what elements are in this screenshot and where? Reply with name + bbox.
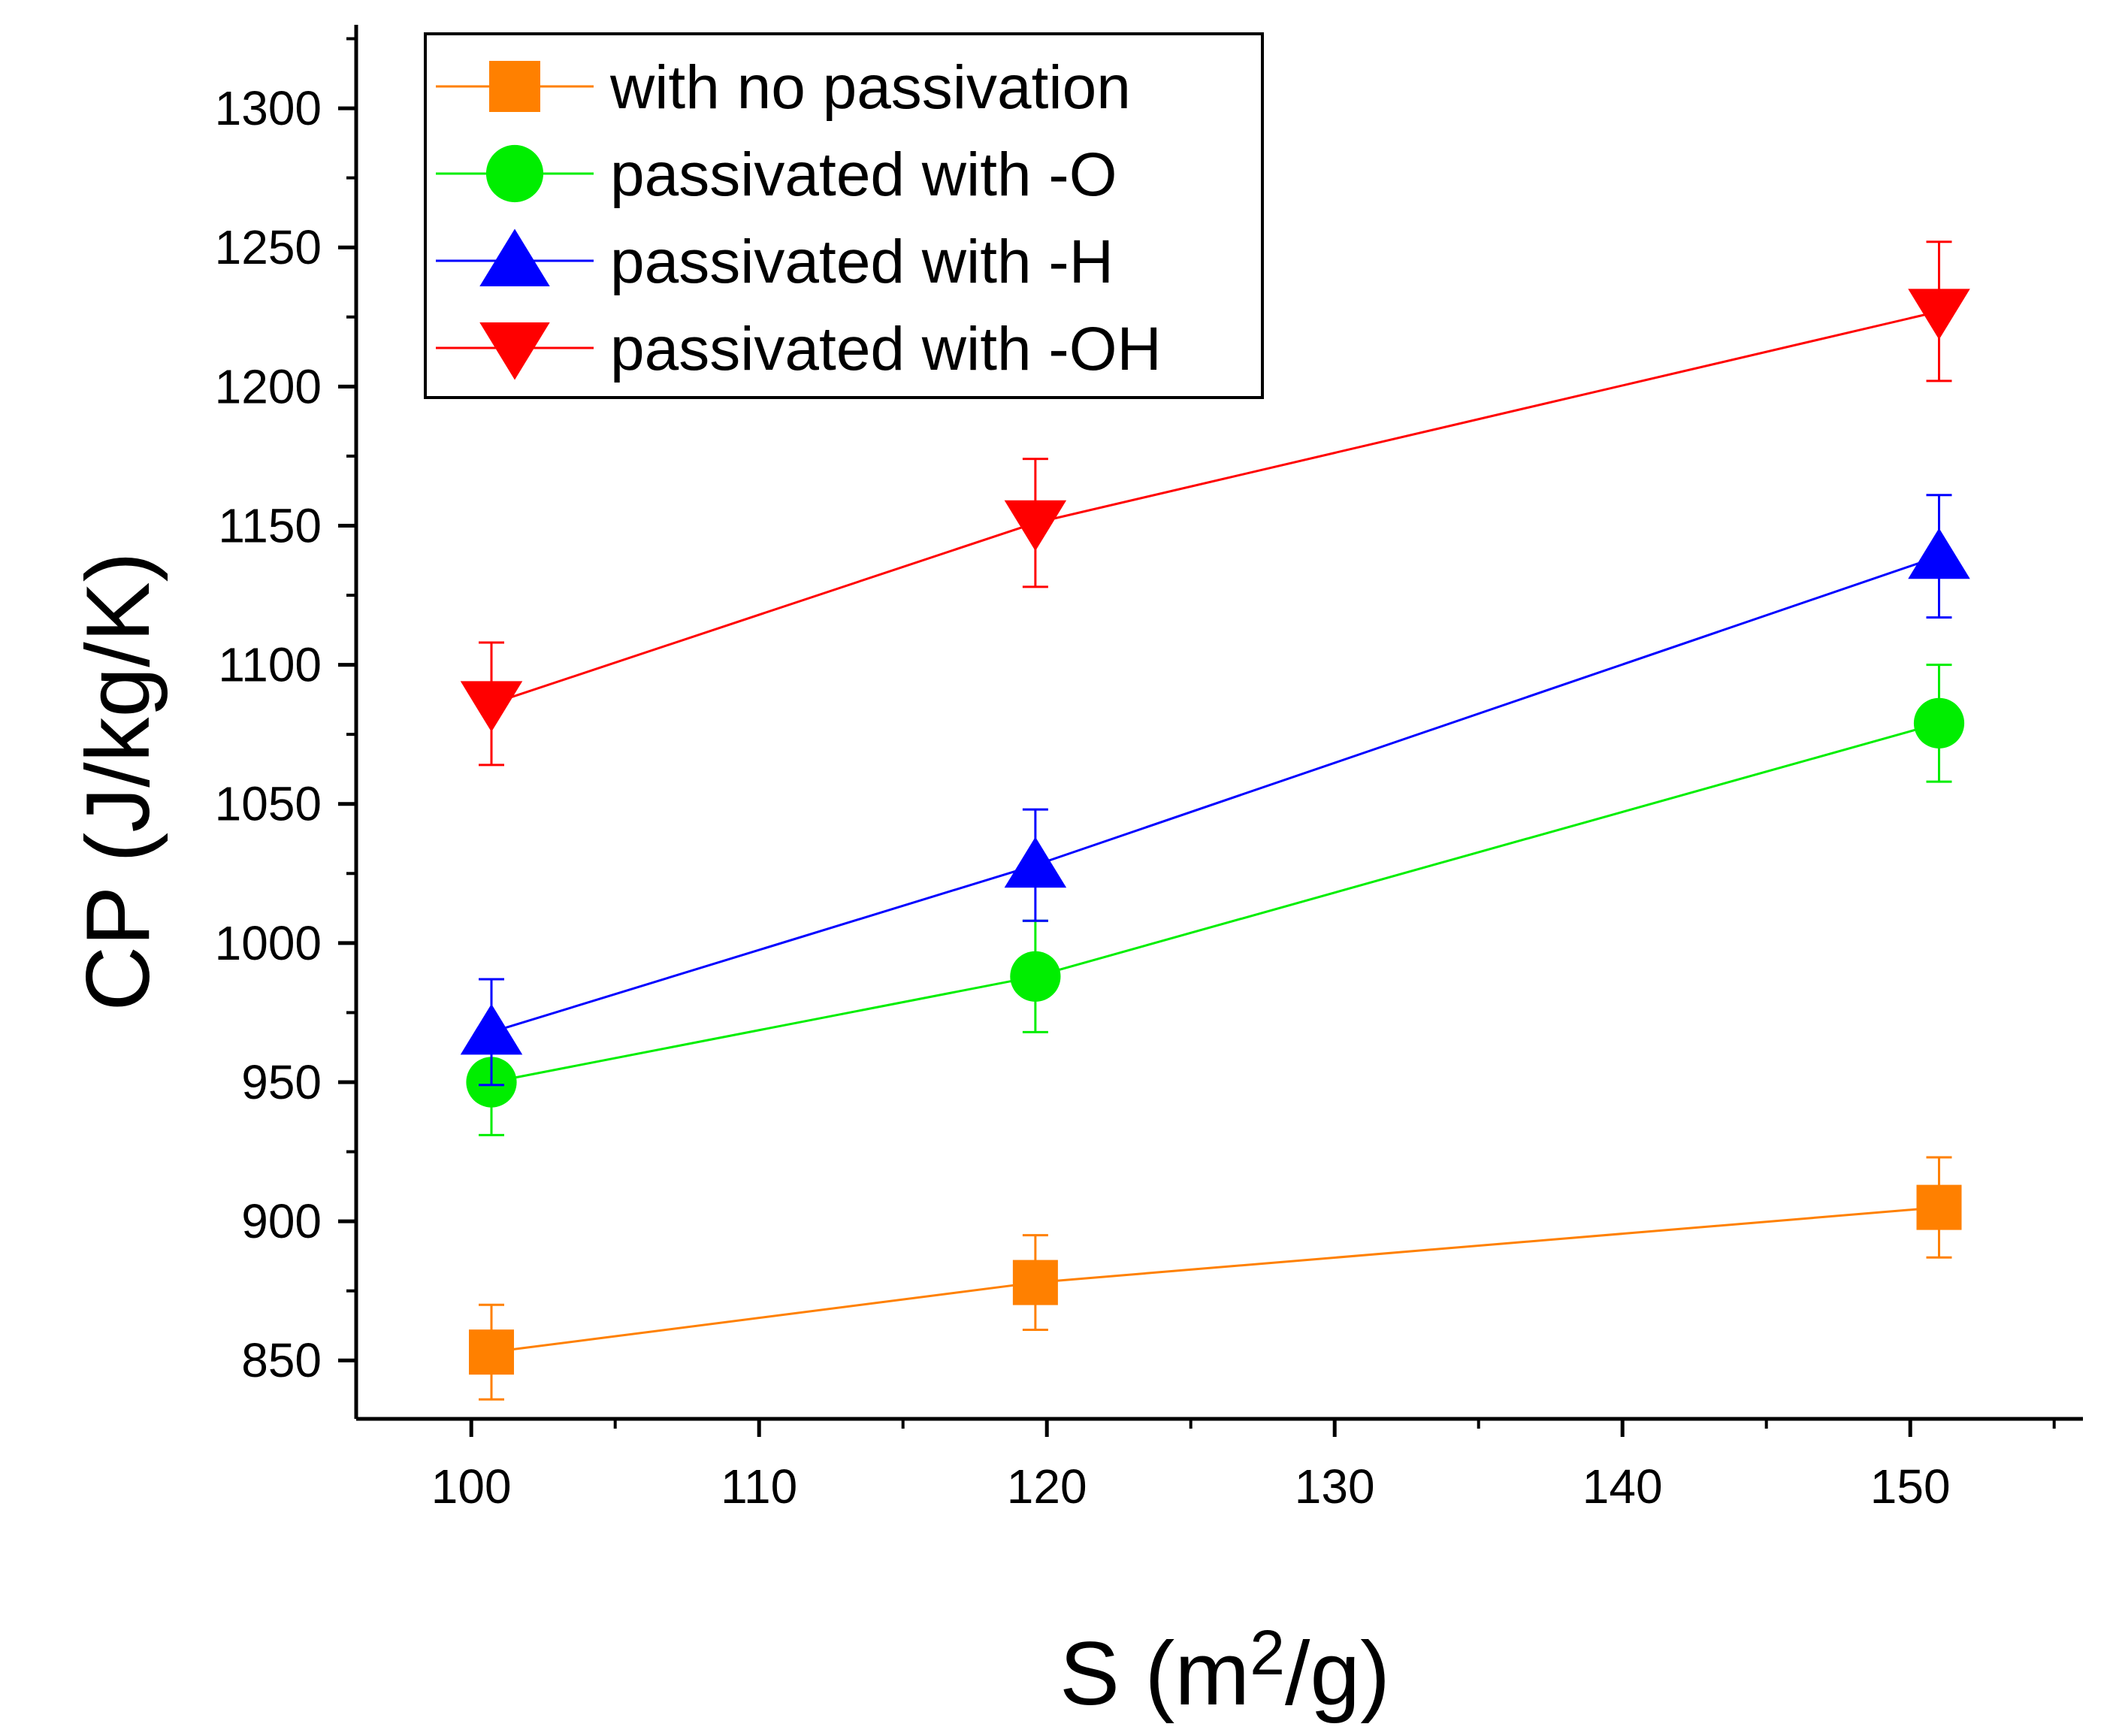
axes: 850 900 950 1000 1050 1100 1150 1200 1250 1300 100… <box>215 25 2083 1514</box>
y-axis-title: CP (J/kg/K) <box>68 552 168 1011</box>
y-tick-label: 1150 <box>218 498 322 552</box>
series-line <box>491 721 1939 1084</box>
y-tick-label: 1100 <box>218 638 322 692</box>
y-tick-label: 1250 <box>215 220 322 274</box>
y-tick-label: 950 <box>241 1055 322 1109</box>
legend-box <box>424 32 1264 399</box>
series-3 <box>460 494 1970 1087</box>
y-tick-label: 850 <box>241 1333 322 1387</box>
data-point <box>1908 289 1970 340</box>
y-tick-label: 1050 <box>215 777 322 831</box>
series-1 <box>469 1156 1962 1401</box>
series-4 <box>460 240 1970 767</box>
series-line <box>491 1206 1939 1353</box>
x-axis-title-main: S (m <box>1060 1623 1250 1724</box>
data-point <box>1010 951 1061 1002</box>
legend-label: passivated with -H <box>610 228 1114 296</box>
legend-label: passivated with -OH <box>610 315 1162 383</box>
x-axis-title: S (m2/g) <box>1060 1617 1390 1724</box>
legend-label: passivated with -O <box>610 141 1117 209</box>
data-point <box>460 681 523 732</box>
data-point <box>1012 1260 1058 1305</box>
x-axis-title-sup: 2 <box>1250 1617 1285 1688</box>
legend-swatch-marker <box>479 228 550 286</box>
y-tick-label: 900 <box>241 1194 322 1248</box>
legend-swatch-marker <box>489 61 540 112</box>
x-tick-label: 130 <box>1295 1459 1375 1514</box>
y-tick-label: 1300 <box>215 81 322 135</box>
y-tick-label: 1200 <box>215 359 322 413</box>
data-point <box>460 1003 523 1055</box>
legend-entry-2: passivated with -O <box>436 141 1117 209</box>
data-point <box>1004 500 1067 552</box>
data-point <box>1913 697 1965 749</box>
x-tick-label: 150 <box>1870 1459 1951 1514</box>
x-axis-title-tail: /g) <box>1285 1623 1390 1724</box>
series-2 <box>466 664 1965 1136</box>
x-tick-label: 140 <box>1582 1459 1663 1514</box>
y-tick-label: 1000 <box>215 916 322 970</box>
x-tick-label: 120 <box>1007 1459 1087 1514</box>
legend-entry-4: passivated with -OH <box>436 315 1162 383</box>
plot-series <box>460 240 1970 1401</box>
data-point <box>1908 528 1970 579</box>
legend-entry-1: with no passivation <box>436 53 1131 122</box>
legend-swatch-marker <box>479 322 550 380</box>
data-point <box>469 1329 515 1375</box>
data-point <box>1916 1184 1962 1230</box>
legend-entry-3: passivated with -H <box>436 228 1114 296</box>
legend: with no passivation passivated with -O pas… <box>424 32 1264 399</box>
legend-swatch-marker <box>485 144 544 203</box>
series-line <box>491 555 1939 1033</box>
legend-label: with no passivation <box>609 53 1131 122</box>
data-point <box>1004 836 1067 888</box>
x-tick-label: 100 <box>431 1459 512 1514</box>
x-tick-label: 110 <box>721 1459 797 1514</box>
